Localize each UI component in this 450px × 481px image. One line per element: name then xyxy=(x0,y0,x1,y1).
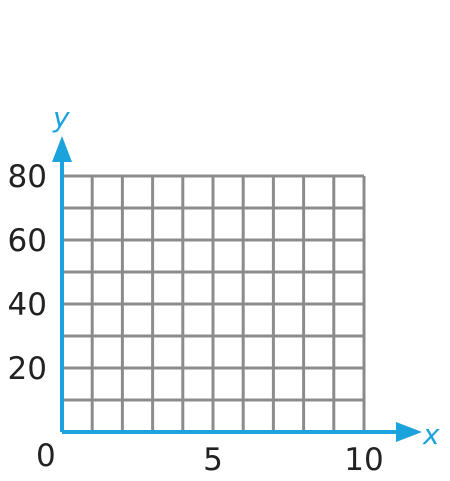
origin-label: 0 xyxy=(36,438,56,474)
x-tick-label: 10 xyxy=(344,442,383,477)
y-tick-label: 40 xyxy=(8,287,47,323)
label-layer: x y 0 5 10 20 40 60 80 xyxy=(8,101,440,478)
y-tick-label: 20 xyxy=(8,351,47,387)
y-axis-label: y xyxy=(52,101,70,134)
x-tick-label: 5 xyxy=(203,442,223,477)
x-axis-label: x xyxy=(422,418,440,451)
y-tick-label: 60 xyxy=(8,223,47,259)
y-tick-label: 80 xyxy=(8,159,47,195)
axis-layer xyxy=(52,136,422,442)
x-axis-arrowhead xyxy=(396,422,422,442)
grid-layer xyxy=(62,174,366,432)
y-axis-arrowhead xyxy=(52,136,72,162)
